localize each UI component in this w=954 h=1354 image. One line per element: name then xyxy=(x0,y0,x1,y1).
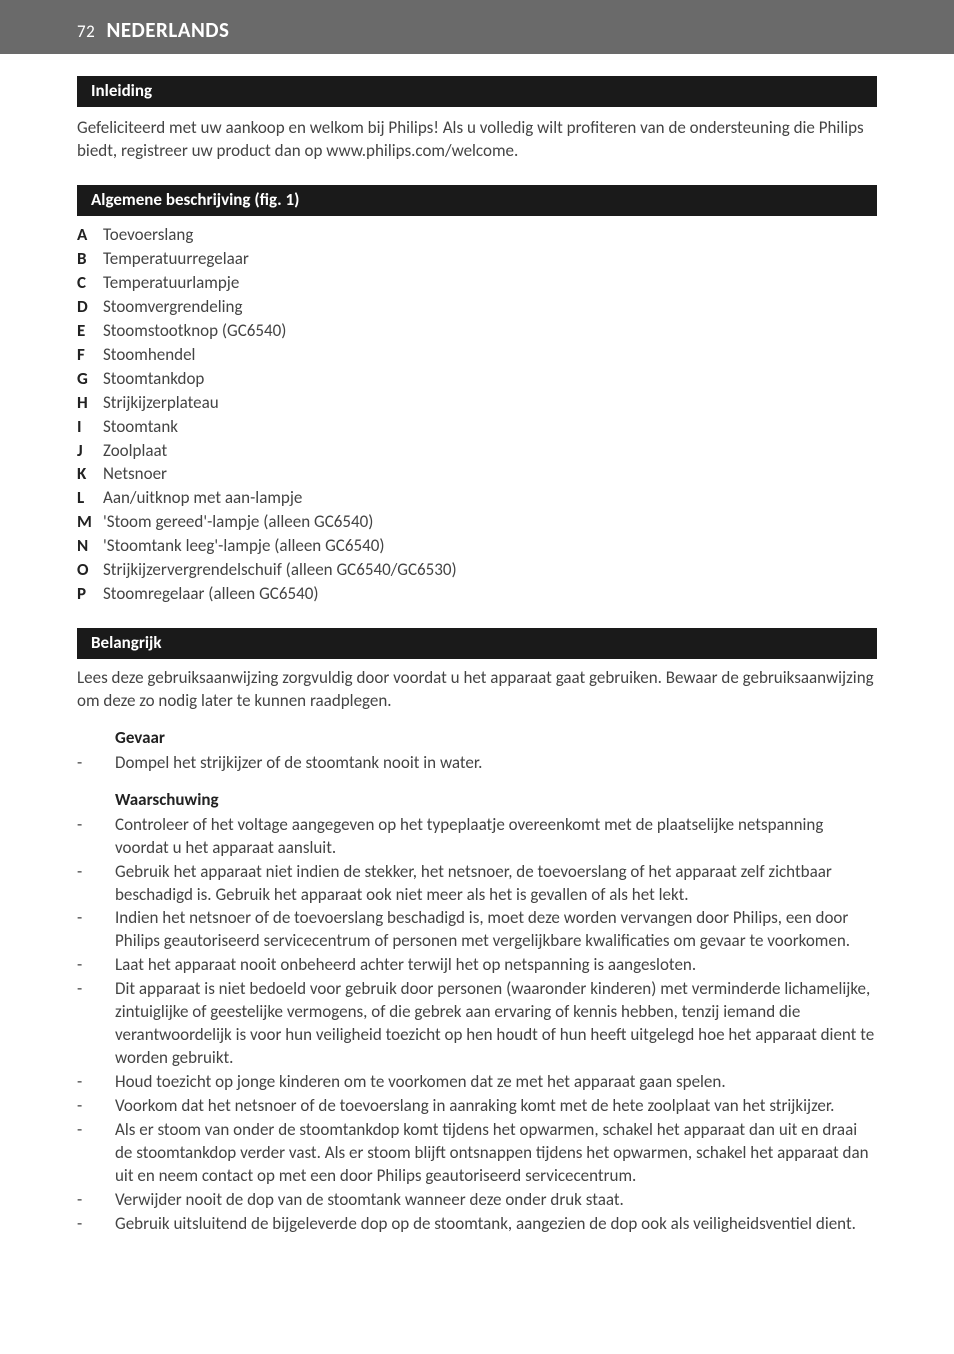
page-number: 72 xyxy=(77,21,95,42)
dash-icon: - xyxy=(77,907,115,953)
def-letter: L xyxy=(77,487,103,510)
def-row: EStoomstootknop (GC6540) xyxy=(77,320,877,343)
danger-list: -Dompel het strijkijzer of de stoomtank … xyxy=(77,752,877,775)
list-text: Voorkom dat het netsnoer of de toevoersl… xyxy=(115,1095,877,1118)
page-root: 72 NEDERLANDS Inleiding Gefeliciteerd me… xyxy=(0,0,954,1277)
def-term: Temperatuurlampje xyxy=(103,272,239,295)
def-row: CTemperatuurlampje xyxy=(77,272,877,295)
list-item: -Houd toezicht op jonge kinderen om te v… xyxy=(77,1071,877,1094)
intro-paragraph: Gefeliciteerd met uw aankoop en welkom b… xyxy=(77,117,877,163)
def-row: OStrijkijzervergrendelschuif (alleen GC6… xyxy=(77,559,877,582)
dash-icon: - xyxy=(77,1119,115,1188)
list-item: -Gebruik het apparaat niet indien de ste… xyxy=(77,861,877,907)
list-item: -Gebruik uitsluitend de bijgeleverde dop… xyxy=(77,1213,877,1236)
list-item: -Voorkom dat het netsnoer of de toevoers… xyxy=(77,1095,877,1118)
list-text: Houd toezicht op jonge kinderen om te vo… xyxy=(115,1071,877,1094)
list-item: -Laat het apparaat nooit onbeheerd achte… xyxy=(77,954,877,977)
list-text: Indien het netsnoer of de toevoerslang b… xyxy=(115,907,877,953)
list-item: -Dit apparaat is niet bedoeld voor gebru… xyxy=(77,978,877,1070)
def-letter: E xyxy=(77,320,103,343)
def-term: Toevoerslang xyxy=(103,224,193,247)
list-text: Als er stoom van onder de stoomtankdop k… xyxy=(115,1119,877,1188)
def-row: HStrijkijzerplateau xyxy=(77,392,877,415)
section-heading-intro: Inleiding xyxy=(77,76,877,107)
list-item: -Indien het netsnoer of de toevoerslang … xyxy=(77,907,877,953)
dash-icon: - xyxy=(77,861,115,907)
def-row: LAan/uitknop met aan-lampje xyxy=(77,487,877,510)
def-term: Temperatuurregelaar xyxy=(103,248,249,271)
def-row: M'Stoom gereed'-lampje (alleen GC6540) xyxy=(77,511,877,534)
def-letter: P xyxy=(77,583,103,606)
def-term: Stoomvergrendeling xyxy=(103,296,242,319)
def-letter: H xyxy=(77,392,103,415)
dash-icon: - xyxy=(77,1189,115,1212)
def-term: 'Stoom gereed'-lampje (alleen GC6540) xyxy=(103,511,373,534)
def-row: GStoomtankdop xyxy=(77,368,877,391)
def-row: DStoomvergrendeling xyxy=(77,296,877,319)
dash-icon: - xyxy=(77,1095,115,1118)
def-row: PStoomregelaar (alleen GC6540) xyxy=(77,583,877,606)
def-row: AToevoerslang xyxy=(77,224,877,247)
warning-list: -Controleer of het voltage aangegeven op… xyxy=(77,814,877,1236)
def-letter: O xyxy=(77,559,103,582)
def-row: N'Stoomtank leeg'-lampje (alleen GC6540) xyxy=(77,535,877,558)
def-row: FStoomhendel xyxy=(77,344,877,367)
def-letter: J xyxy=(77,440,103,463)
list-item: -Dompel het strijkijzer of de stoomtank … xyxy=(77,752,877,775)
page-language: NEDERLANDS xyxy=(106,17,229,43)
page-header: 72 NEDERLANDS xyxy=(0,0,954,54)
def-letter: F xyxy=(77,344,103,367)
def-term: Strijkijzervergrendelschuif (alleen GC65… xyxy=(103,559,457,582)
dash-icon: - xyxy=(77,978,115,1070)
dash-icon: - xyxy=(77,752,115,775)
list-item: -Als er stoom van onder de stoomtankdop … xyxy=(77,1119,877,1188)
important-paragraph: Lees deze gebruiksaanwijzing zorgvuldig … xyxy=(77,667,877,713)
def-row: KNetsnoer xyxy=(77,463,877,486)
list-item: -Verwijder nooit de dop van de stoomtank… xyxy=(77,1189,877,1212)
page-content: Inleiding Gefeliciteerd met uw aankoop e… xyxy=(0,76,954,1276)
section-heading-important: Belangrijk xyxy=(77,628,877,659)
def-term: 'Stoomtank leeg'-lampje (alleen GC6540) xyxy=(103,535,384,558)
def-term: Strijkijzerplateau xyxy=(103,392,219,415)
def-letter: K xyxy=(77,463,103,486)
def-term: Stoomtankdop xyxy=(103,368,204,391)
dash-icon: - xyxy=(77,1213,115,1236)
def-letter: M xyxy=(77,511,103,534)
def-term: Netsnoer xyxy=(103,463,167,486)
def-term: Stoomstootknop (GC6540) xyxy=(103,320,286,343)
def-letter: D xyxy=(77,296,103,319)
list-text: Gebruik het apparaat niet indien de stek… xyxy=(115,861,877,907)
subheading-warning: Waarschuwing xyxy=(115,789,877,812)
def-letter: N xyxy=(77,535,103,558)
def-term: Stoomhendel xyxy=(103,344,195,367)
def-letter: B xyxy=(77,248,103,271)
def-row: IStoomtank xyxy=(77,416,877,439)
list-item: -Controleer of het voltage aangegeven op… xyxy=(77,814,877,860)
def-term: Zoolplaat xyxy=(103,440,167,463)
list-text: Dompel het strijkijzer of de stoomtank n… xyxy=(115,752,877,775)
def-row: JZoolplaat xyxy=(77,440,877,463)
list-text: Gebruik uitsluitend de bijgeleverde dop … xyxy=(115,1213,877,1236)
definition-list: AToevoerslang BTemperatuurregelaar CTemp… xyxy=(77,224,877,606)
list-text: Controleer of het voltage aangegeven op … xyxy=(115,814,877,860)
list-text: Verwijder nooit de dop van de stoomtank … xyxy=(115,1189,877,1212)
dash-icon: - xyxy=(77,814,115,860)
def-term: Stoomregelaar (alleen GC6540) xyxy=(103,583,319,606)
subheading-danger: Gevaar xyxy=(115,727,877,750)
def-term: Aan/uitknop met aan-lampje xyxy=(103,487,302,510)
dash-icon: - xyxy=(77,1071,115,1094)
def-row: BTemperatuurregelaar xyxy=(77,248,877,271)
list-text: Laat het apparaat nooit onbeheerd achter… xyxy=(115,954,877,977)
def-letter: I xyxy=(77,416,103,439)
dash-icon: - xyxy=(77,954,115,977)
def-term: Stoomtank xyxy=(103,416,178,439)
list-text: Dit apparaat is niet bedoeld voor gebrui… xyxy=(115,978,877,1070)
def-letter: A xyxy=(77,224,103,247)
section-heading-description: Algemene beschrijving (fig. 1) xyxy=(77,185,877,216)
def-letter: C xyxy=(77,272,103,295)
def-letter: G xyxy=(77,368,103,391)
